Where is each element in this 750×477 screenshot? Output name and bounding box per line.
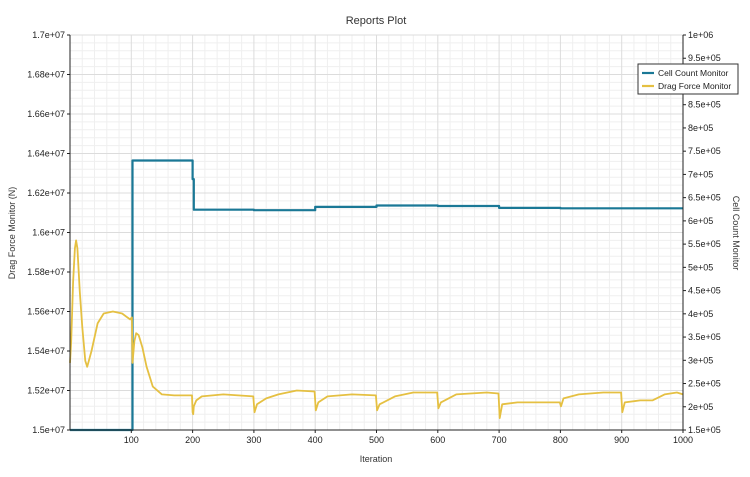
right-tick-label: 3e+05 bbox=[688, 355, 713, 365]
left-tick-label: 1.54e+07 bbox=[27, 346, 65, 356]
x-tick-label: 400 bbox=[308, 435, 323, 445]
x-tick-label: 900 bbox=[614, 435, 629, 445]
left-tick-label: 1.64e+07 bbox=[27, 149, 65, 159]
axes: 100 200 300 400 500 600 700 800 900 1000 1.5e+07 1.… bbox=[27, 30, 721, 445]
series-line-1 bbox=[69, 239, 684, 420]
right-tick-label: 2.5e+05 bbox=[688, 379, 721, 389]
right-tick-label: 2e+05 bbox=[688, 402, 713, 412]
right-tick-label: 4.5e+05 bbox=[688, 286, 721, 296]
right-tick-label: 8.5e+05 bbox=[688, 100, 721, 110]
series-layer bbox=[69, 159, 684, 432]
grid bbox=[70, 34, 684, 431]
right-tick-label: 5.5e+05 bbox=[688, 239, 721, 249]
right-tick-label: 4e+05 bbox=[688, 309, 713, 319]
x-tick-label: 600 bbox=[430, 435, 445, 445]
right-tick-label: 8e+05 bbox=[688, 123, 713, 133]
x-tick-label: 200 bbox=[185, 435, 200, 445]
left-tick-label: 1.62e+07 bbox=[27, 188, 65, 198]
x-tick-label: 300 bbox=[246, 435, 261, 445]
left-tick-label: 1.66e+07 bbox=[27, 109, 65, 119]
right-tick-label: 1e+06 bbox=[688, 30, 713, 40]
right-tick-label: 7e+05 bbox=[688, 169, 713, 179]
left-axis-label: Drag Force Monitor (N) bbox=[7, 187, 17, 280]
right-tick-label: 5e+05 bbox=[688, 262, 713, 272]
left-tick-label: 1.58e+07 bbox=[27, 267, 65, 277]
left-tick-label: 1.5e+07 bbox=[32, 425, 65, 435]
right-tick-label: 3.5e+05 bbox=[688, 332, 721, 342]
left-tick-label: 1.56e+07 bbox=[27, 307, 65, 317]
left-tick-label: 1.52e+07 bbox=[27, 386, 65, 396]
right-tick-label: 9.5e+05 bbox=[688, 53, 721, 63]
right-tick-label: 6.5e+05 bbox=[688, 193, 721, 203]
left-tick-label: 1.68e+07 bbox=[27, 70, 65, 80]
right-tick-label: 1.5e+05 bbox=[688, 425, 721, 435]
series-line-0 bbox=[70, 159, 683, 432]
right-tick-label: 6e+05 bbox=[688, 216, 713, 226]
left-tick-label: 1.6e+07 bbox=[32, 228, 65, 238]
x-tick-label: 700 bbox=[492, 435, 507, 445]
x-axis-label: Iteration bbox=[360, 454, 393, 464]
right-tick-label: 7.5e+05 bbox=[688, 146, 721, 156]
legend-label-0: Cell Count Monitor bbox=[658, 68, 729, 78]
legend: Cell Count Monitor Drag Force Monitor bbox=[637, 63, 739, 95]
x-tick-label: 500 bbox=[369, 435, 384, 445]
x-tick-label: 100 bbox=[124, 435, 139, 445]
legend-label-1: Drag Force Monitor bbox=[658, 81, 731, 91]
left-tick-label: 1.7e+07 bbox=[32, 30, 65, 40]
legend-box bbox=[637, 63, 739, 95]
chart-title: Reports Plot bbox=[346, 15, 407, 27]
right-axis-label: Cell Count Monitor bbox=[731, 196, 741, 271]
x-tick-label: 800 bbox=[553, 435, 568, 445]
x-tick-label: 1000 bbox=[673, 435, 693, 445]
